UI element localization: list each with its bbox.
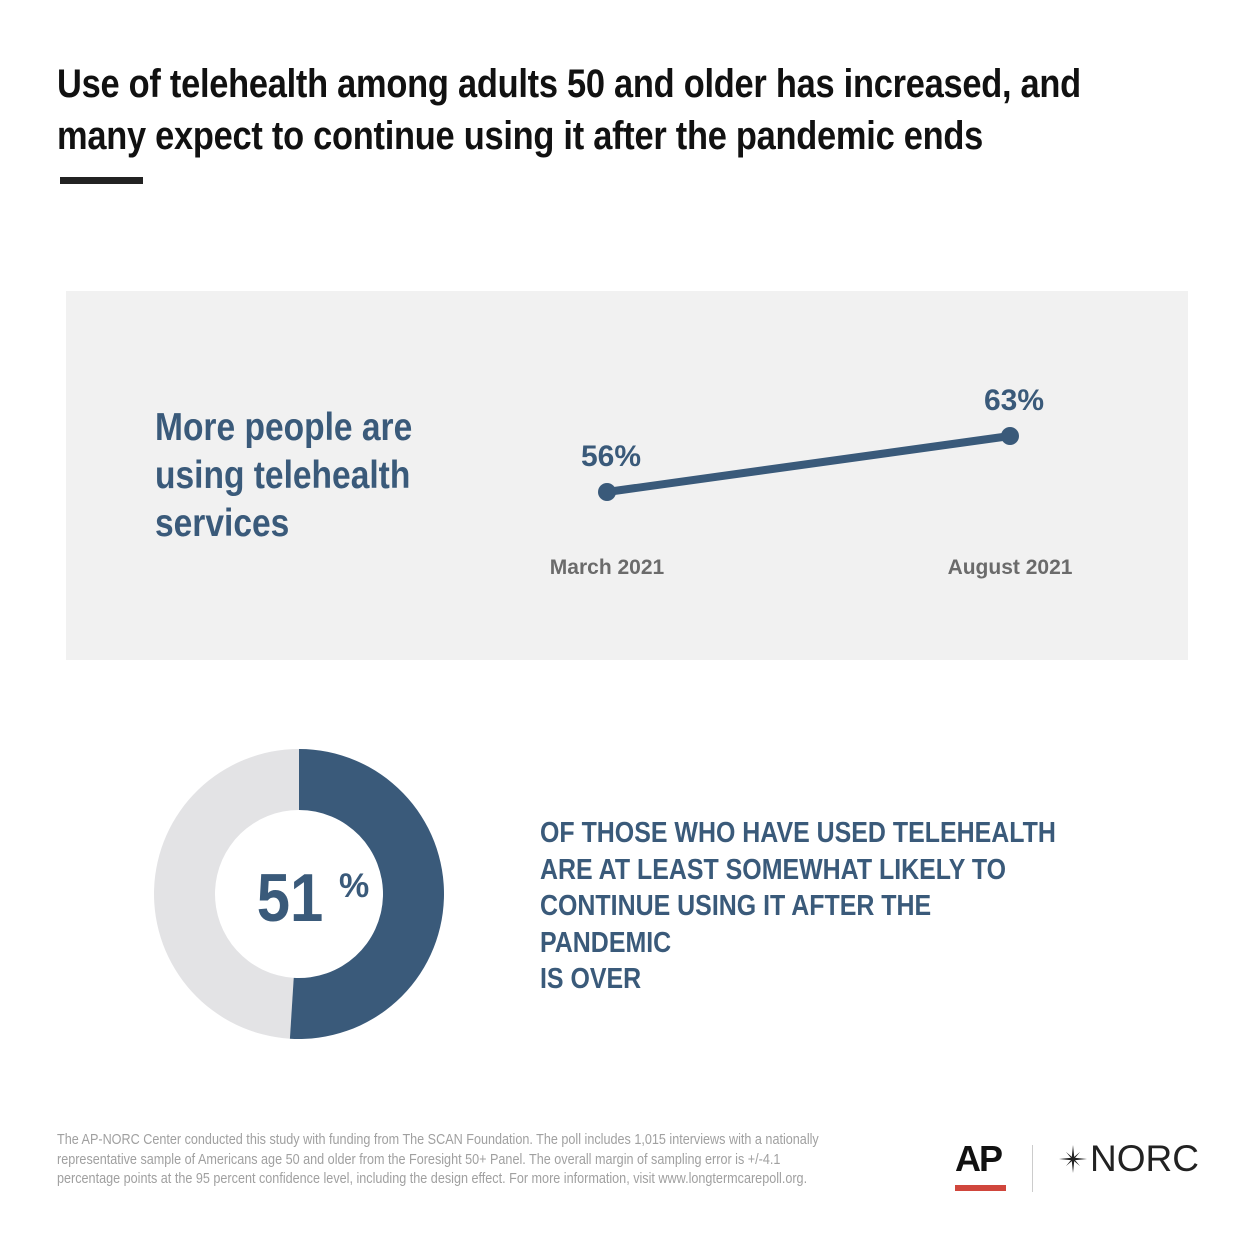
donut-description-line-2: ARE AT LEAST SOMEWHAT LIKELY TO [540, 853, 1007, 886]
title-line-1: Use of telehealth among adults 50 and ol… [57, 62, 1081, 106]
footnote-line-1: The AP-NORC Center conducted this study … [57, 1132, 819, 1148]
panel-heading: More people are using telehealth service… [155, 404, 482, 548]
data-point-august-2021 [1001, 427, 1019, 445]
panel-heading-line-3: services [155, 502, 290, 545]
donut-chart: 51 % [154, 749, 445, 1039]
donut-description-line-3: CONTINUE USING IT AFTER THE PANDEMIC [540, 890, 932, 959]
panel-heading-line-1: More people are [155, 406, 413, 449]
panel-heading-line-2: using telehealth [155, 454, 411, 497]
data-point-march-2021 [598, 483, 616, 501]
donut-center-value: 51 [257, 859, 324, 935]
ap-logo-underline [955, 1185, 1006, 1191]
ap-logo: AP [955, 1138, 1003, 1179]
data-label-august-2021: 63% [984, 384, 1044, 417]
donut-center-number: 51 [257, 859, 324, 935]
x-tick-label-march-2021: March 2021 [550, 556, 665, 579]
data-label-march-2021: 56% [581, 440, 641, 473]
donut-description-line-4: IS OVER [540, 963, 642, 995]
page-title: Use of telehealth among adults 50 and ol… [57, 58, 1192, 162]
logo-divider [1032, 1145, 1033, 1192]
donut-segment-likely [289, 749, 445, 1039]
donut-percent-sign: % [339, 867, 369, 905]
footnote-line-3: percentage points at the 95 percent conf… [57, 1171, 808, 1187]
footnote-line-2: representative sample of Americans age 5… [57, 1151, 781, 1168]
donut-description: OF THOSE WHO HAVE USED TELEHEALTH ARE AT… [540, 815, 1056, 998]
donut-description-line-1: OF THOSE WHO HAVE USED TELEHEALTH [540, 817, 1056, 849]
donut-segment-other [154, 749, 299, 1039]
line-chart-panel [66, 291, 1188, 660]
line-chart: 56% 63% March 2021 August 2021 [550, 384, 1073, 579]
title-line-2: many expect to continue using it after t… [57, 114, 984, 158]
title-underline [60, 177, 143, 184]
x-tick-label-august-2021: August 2021 [948, 556, 1073, 579]
norc-star-icon [1059, 1145, 1087, 1173]
series-line [603, 432, 1014, 496]
norc-logo: NORC [1058, 1138, 1199, 1180]
norc-logo-text: NORC [1090, 1138, 1199, 1179]
methodology-footnote: The AP-NORC Center conducted this study … [57, 1131, 857, 1190]
